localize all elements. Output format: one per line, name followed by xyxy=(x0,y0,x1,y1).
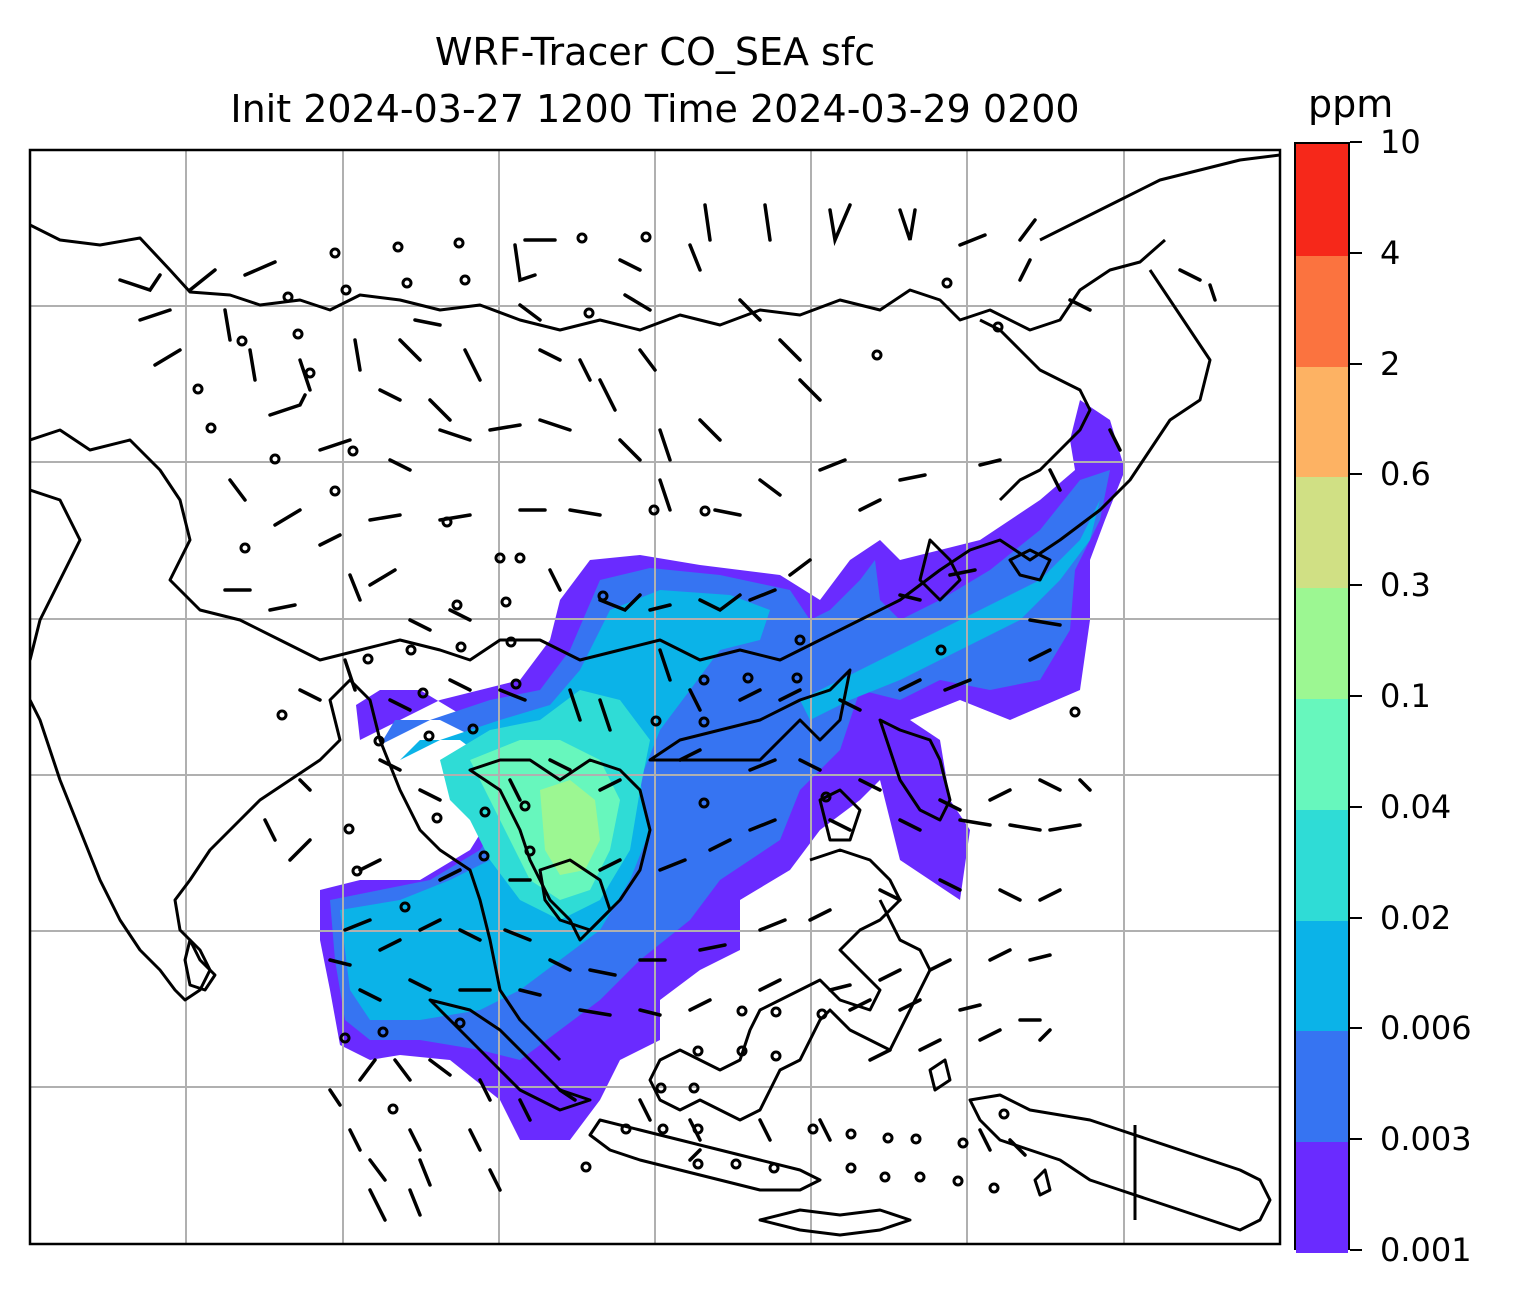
colorbar-segment xyxy=(1296,476,1348,589)
colorbar-segment xyxy=(1296,144,1348,256)
colorbar-tick xyxy=(1350,916,1362,919)
colorbar-segment xyxy=(1296,1030,1348,1143)
map-frame xyxy=(28,148,1282,1246)
gridlines xyxy=(30,150,1280,1244)
colorbar-tick xyxy=(1350,251,1362,254)
colorbar-tick xyxy=(1350,695,1362,697)
colorbar-segment xyxy=(1296,365,1348,478)
colorbar-segment xyxy=(1296,919,1348,1032)
tracer-field-mid-ne xyxy=(800,500,1100,720)
colorbar-segment xyxy=(1296,1141,1348,1253)
colorbar-tick-label: 0.006 xyxy=(1380,1009,1472,1048)
colorbar-tick-label: 0.1 xyxy=(1380,677,1431,715)
colorbar-tick xyxy=(1350,141,1362,143)
colorbar-unit-label: ppm xyxy=(1308,82,1394,126)
colorbar-tick xyxy=(1350,584,1362,587)
colorbar-tick xyxy=(1350,1027,1362,1030)
tracer-field-highest xyxy=(540,780,600,875)
colorbar-segment xyxy=(1296,698,1348,810)
coastlines xyxy=(30,153,1280,1237)
colorbar-tick xyxy=(1350,1249,1362,1251)
colorbar-tick-label: 0.3 xyxy=(1380,566,1431,605)
colorbar-tick-label: 0.04 xyxy=(1380,787,1452,826)
colorbar xyxy=(1294,142,1350,1253)
colorbar-tick-label: 0.001 xyxy=(1380,1231,1472,1269)
calm-wind-circles xyxy=(192,231,1081,1194)
colorbar-segment xyxy=(1296,254,1348,367)
title-line-1: WRF-Tracer CO_SEA sfc xyxy=(434,30,876,74)
colorbar-tick xyxy=(1350,1138,1362,1141)
colorbar-tick xyxy=(1350,362,1362,365)
colorbar-segment xyxy=(1296,587,1348,699)
colorbar-tick xyxy=(1350,473,1362,476)
colorbar-segment xyxy=(1296,808,1348,921)
colorbar-tick-label: 0.003 xyxy=(1380,1120,1472,1159)
colorbar-tick-label: 4 xyxy=(1380,233,1401,272)
colorbar-tick xyxy=(1350,805,1362,808)
colorbar-tick-label: 0.02 xyxy=(1380,898,1452,937)
colorbar-tick-label: 10 xyxy=(1380,123,1421,161)
colorbar-tick-label: 0.6 xyxy=(1380,455,1431,494)
wind-barbs xyxy=(118,203,1217,1222)
colorbar-tick-label: 2 xyxy=(1380,344,1401,383)
title-line-2: Init 2024-03-27 1200 Time 2024-03-29 020… xyxy=(230,87,1080,131)
